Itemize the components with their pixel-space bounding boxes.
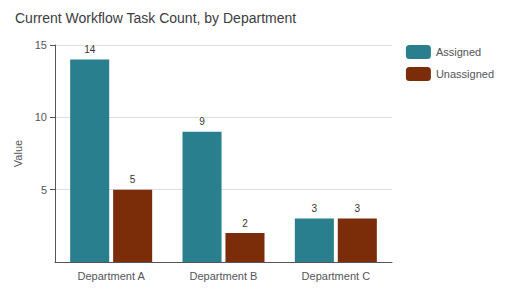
svg-text:Department C: Department C <box>302 270 371 282</box>
svg-text:Unassigned: Unassigned <box>436 68 494 80</box>
svg-text:10: 10 <box>35 111 47 123</box>
svg-text:14: 14 <box>84 44 96 55</box>
svg-text:3: 3 <box>312 203 318 214</box>
svg-text:5: 5 <box>41 184 47 196</box>
svg-text:Department A: Department A <box>78 270 146 282</box>
svg-text:15: 15 <box>35 39 47 51</box>
svg-text:Department B: Department B <box>190 270 258 282</box>
svg-text:3: 3 <box>355 203 361 214</box>
svg-text:Current Workflow Task Count, b: Current Workflow Task Count, by Departme… <box>15 10 296 26</box>
svg-text:5: 5 <box>130 174 136 185</box>
svg-text:2: 2 <box>242 218 248 229</box>
svg-text:Value: Value <box>12 140 24 167</box>
svg-text:9: 9 <box>199 116 205 127</box>
svg-text:Assigned: Assigned <box>436 46 481 58</box>
